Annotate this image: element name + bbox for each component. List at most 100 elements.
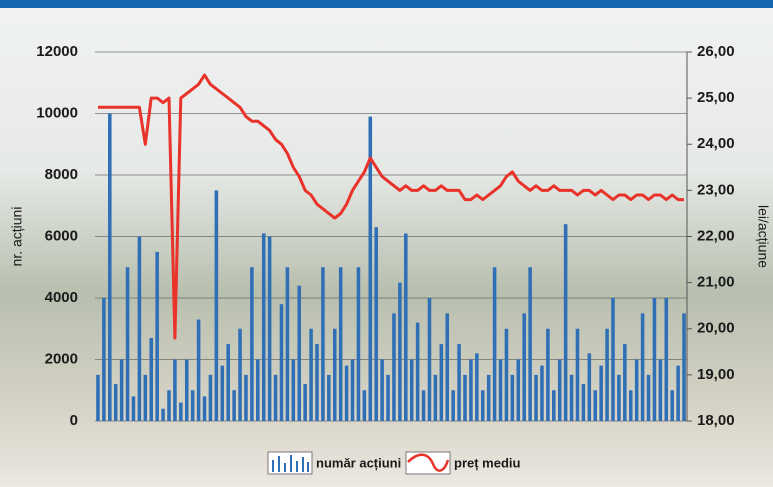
bar xyxy=(511,375,515,421)
y-tick-label: 8000 xyxy=(45,166,78,183)
bar xyxy=(155,252,159,421)
bar xyxy=(629,390,633,421)
bar xyxy=(280,304,284,421)
legend-label: preț mediu xyxy=(454,455,521,470)
bar xyxy=(653,298,657,421)
bar xyxy=(499,360,503,422)
y-tick-label: 6000 xyxy=(45,227,78,244)
bar xyxy=(315,344,319,421)
bar xyxy=(469,360,473,422)
bar xyxy=(558,360,562,422)
bar xyxy=(416,323,420,421)
bar xyxy=(221,366,225,421)
bar xyxy=(179,403,183,421)
bar xyxy=(398,283,402,421)
bar xyxy=(647,375,651,421)
bar xyxy=(517,360,521,422)
y2-axis-label: lei/acțiune xyxy=(755,205,771,268)
bar xyxy=(191,390,195,421)
legend-label: număr acțiuni xyxy=(316,455,401,470)
y2-tick-label: 20,00 xyxy=(697,320,735,337)
bar xyxy=(570,375,574,421)
y2-tick-label: 21,00 xyxy=(697,274,735,291)
bar xyxy=(463,375,467,421)
bar xyxy=(670,390,674,421)
bar xyxy=(380,360,384,422)
bar xyxy=(108,114,112,422)
bar xyxy=(582,384,586,421)
y2-tick-label: 18,00 xyxy=(697,412,735,429)
bar xyxy=(149,338,153,421)
y-tick-label: 4000 xyxy=(45,289,78,306)
y2-tick-label: 25,00 xyxy=(697,89,735,106)
bar xyxy=(682,313,686,421)
y-tick-label: 2000 xyxy=(45,350,78,367)
y2-tick-label: 22,00 xyxy=(697,227,735,244)
legend-icon-line xyxy=(406,452,450,474)
bar xyxy=(357,267,361,421)
bar xyxy=(268,237,272,422)
bar xyxy=(410,360,414,422)
bar xyxy=(327,375,331,421)
bar xyxy=(564,224,568,421)
bar xyxy=(339,267,343,421)
bar xyxy=(576,329,580,421)
bar xyxy=(238,329,242,421)
bar xyxy=(256,360,260,422)
y-tick-label: 12000 xyxy=(36,43,78,60)
y2-tick-label: 24,00 xyxy=(697,135,735,152)
bar xyxy=(617,375,621,421)
bar xyxy=(303,384,307,421)
bar xyxy=(635,360,639,422)
bar xyxy=(120,360,124,422)
bar xyxy=(457,344,461,421)
bar xyxy=(262,233,266,421)
y-tick-label: 0 xyxy=(70,412,78,429)
bar xyxy=(274,375,278,421)
bar xyxy=(244,375,248,421)
bar xyxy=(528,267,532,421)
bar xyxy=(215,190,219,421)
bar xyxy=(161,409,165,421)
bar xyxy=(676,366,680,421)
header-strip xyxy=(0,0,773,8)
bar xyxy=(434,375,438,421)
bar xyxy=(605,329,609,421)
y-tick-label: 10000 xyxy=(36,104,78,121)
bar xyxy=(404,233,408,421)
chart: 0 2000 4000 6000 8000 10000 12000 18,00 19,00 20,… xyxy=(0,0,773,487)
y2-tick-label: 26,00 xyxy=(697,43,735,60)
bar xyxy=(173,360,177,422)
bar xyxy=(475,353,479,421)
bar xyxy=(363,390,367,421)
bar xyxy=(286,267,290,421)
bar xyxy=(422,390,426,421)
bar xyxy=(374,227,378,421)
bar xyxy=(493,267,497,421)
bar xyxy=(351,360,355,422)
bar xyxy=(540,366,544,421)
bar xyxy=(292,360,296,422)
bar xyxy=(226,344,230,421)
bar xyxy=(593,390,597,421)
bar xyxy=(250,267,254,421)
bar xyxy=(167,390,171,421)
bar xyxy=(232,390,236,421)
bar xyxy=(552,390,556,421)
bar xyxy=(659,360,663,422)
bar xyxy=(321,267,325,421)
bar xyxy=(588,353,592,421)
bar xyxy=(209,375,213,421)
bar xyxy=(392,313,396,421)
bar xyxy=(487,375,491,421)
bar xyxy=(138,237,142,422)
bar xyxy=(534,375,538,421)
bar xyxy=(386,375,390,421)
bar xyxy=(428,298,432,421)
bar xyxy=(546,329,550,421)
bar xyxy=(481,390,485,421)
bar xyxy=(297,286,301,421)
y2-tick-label: 19,00 xyxy=(697,366,735,383)
bar xyxy=(445,313,449,421)
bar xyxy=(505,329,509,421)
